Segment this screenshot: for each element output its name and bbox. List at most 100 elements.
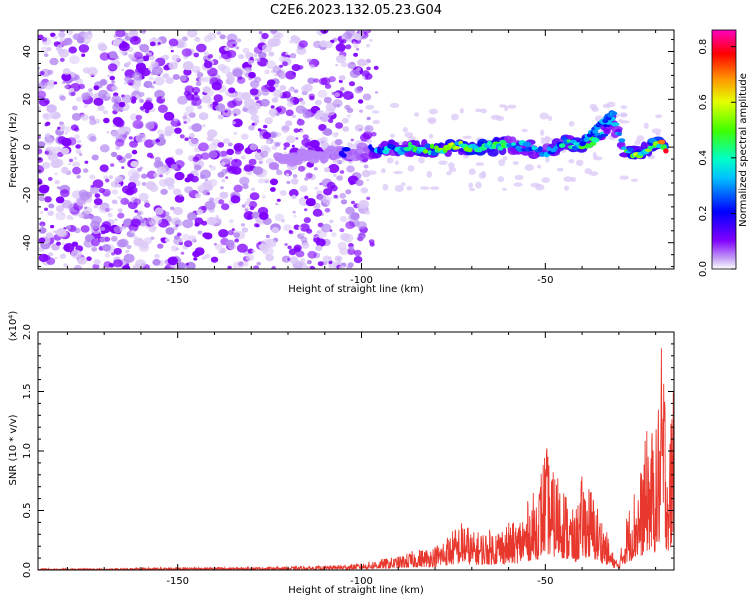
noise-blob [248, 71, 256, 79]
faint-blob [514, 174, 524, 181]
faint-blob [563, 176, 573, 182]
noise-blob [335, 122, 344, 129]
noise-blob [66, 214, 73, 220]
faint-blob [591, 106, 599, 112]
spectrogram-ticks: -150 -100 -50 -40 -20 0 20 40 [22, 30, 674, 286]
noise-blob [176, 232, 182, 237]
noise-blob [179, 134, 185, 139]
noise-blob [132, 79, 142, 87]
noise-blob [262, 43, 273, 53]
noise-blob [182, 219, 194, 229]
noise-blob [93, 259, 101, 265]
noise-blob [210, 165, 216, 171]
noise-region [38, 30, 663, 269]
noise-blob [365, 30, 372, 34]
noise-blob [50, 224, 55, 229]
noise-blob [130, 99, 137, 104]
noise-blob [53, 81, 58, 85]
noise-blob [242, 47, 250, 54]
noise-blob [270, 30, 277, 34]
noise-blob [69, 87, 75, 93]
noise-blob [83, 168, 89, 173]
noise-blob [143, 237, 153, 245]
noise-blob [111, 85, 119, 91]
noise-blob [346, 165, 355, 173]
noise-blob [98, 43, 108, 52]
noise-blob [120, 197, 129, 205]
noise-blob [221, 179, 226, 183]
noise-blob [99, 52, 110, 61]
noise-blob [92, 263, 100, 269]
noise-blob [131, 149, 138, 155]
faint-blob [404, 132, 414, 138]
faint-blob [655, 114, 663, 119]
noise-blob [167, 256, 178, 266]
noise-blob [103, 117, 110, 124]
noise-blob [271, 97, 279, 103]
noise-blob [299, 185, 308, 193]
noise-blob [70, 249, 82, 259]
noise-blob [339, 228, 345, 233]
faint-blob [602, 103, 611, 109]
noise-blob [177, 38, 184, 44]
noise-blob [225, 239, 235, 248]
noise-blob [283, 147, 287, 150]
noise-blob [352, 33, 361, 40]
noise-blob [293, 214, 297, 218]
noise-blob [340, 159, 345, 164]
faint-blob [459, 108, 464, 114]
noise-blob [48, 252, 54, 257]
noise-blob [249, 88, 259, 96]
noise-blob [102, 244, 111, 252]
faint-blob [365, 104, 375, 110]
faint-blob [462, 135, 472, 139]
noise-blob [219, 249, 225, 254]
noise-blob [147, 52, 152, 56]
noise-blob [340, 199, 348, 205]
noise-blob [43, 53, 49, 58]
noise-blob [345, 189, 352, 195]
noise-blob [362, 60, 369, 66]
signal-core [663, 148, 669, 154]
noise-blob [248, 158, 257, 166]
noise-blob [221, 168, 229, 175]
noise-blob [201, 205, 207, 211]
noise-blob [73, 156, 78, 160]
noise-blob [235, 46, 240, 50]
noise-blob [328, 260, 333, 265]
noise-blob [309, 139, 320, 149]
noise-blob [309, 64, 315, 70]
noise-blob [249, 143, 258, 151]
noise-blob [340, 61, 348, 68]
faint-blob [428, 108, 439, 115]
noise-blob [264, 69, 270, 75]
noise-blob [117, 196, 122, 200]
signal-branch [611, 111, 618, 116]
noise-blob [354, 249, 362, 257]
noise-blob [170, 206, 175, 211]
noise-blob [100, 230, 106, 235]
noise-blob [38, 184, 50, 194]
noise-blob [38, 148, 43, 155]
noise-blob [191, 94, 200, 102]
noise-blob [314, 235, 318, 239]
noise-blob [115, 30, 126, 38]
y-tick-label: -40 [22, 235, 33, 251]
noise-blob [121, 166, 125, 169]
signal-core [487, 140, 492, 146]
noise-blob [339, 170, 345, 174]
noise-blob [329, 219, 334, 224]
noise-blob [304, 177, 309, 181]
x-tick-label: -50 [537, 275, 553, 286]
noise-blob [144, 109, 150, 114]
noise-blob [47, 69, 54, 75]
noise-blob [188, 112, 196, 118]
noise-blob [124, 76, 132, 83]
noise-blob [57, 126, 61, 130]
noise-blob [293, 88, 299, 94]
noise-blob [227, 230, 234, 236]
noise-blob [104, 178, 110, 183]
noise-blob [44, 196, 52, 203]
noise-blob [234, 238, 240, 243]
